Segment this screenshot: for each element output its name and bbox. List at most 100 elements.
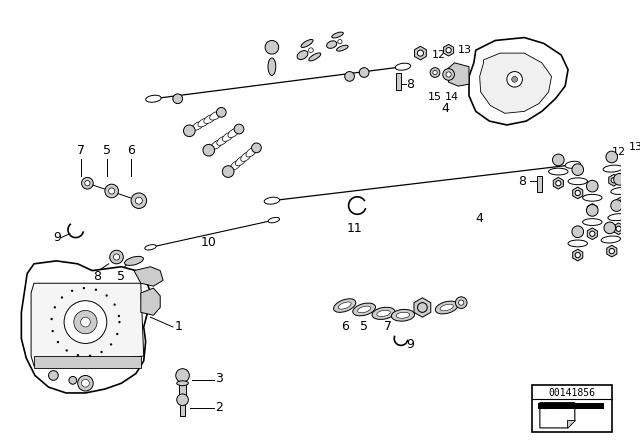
Ellipse shape (333, 299, 356, 312)
Circle shape (71, 290, 73, 292)
Circle shape (417, 50, 424, 56)
Text: 13: 13 (458, 45, 472, 55)
Circle shape (589, 231, 595, 237)
Ellipse shape (125, 256, 143, 265)
Circle shape (118, 315, 120, 317)
Ellipse shape (358, 306, 371, 313)
Text: 6: 6 (340, 320, 349, 333)
Text: 4: 4 (476, 211, 484, 225)
Text: 9: 9 (406, 338, 413, 351)
Ellipse shape (211, 140, 222, 149)
Polygon shape (414, 298, 431, 317)
Circle shape (176, 369, 189, 382)
Circle shape (308, 48, 313, 52)
Circle shape (359, 68, 369, 78)
Text: 15: 15 (428, 92, 442, 102)
Ellipse shape (332, 32, 343, 38)
Circle shape (77, 354, 79, 356)
Text: 4: 4 (442, 102, 450, 115)
Ellipse shape (568, 178, 588, 185)
Text: 12: 12 (612, 147, 626, 157)
Text: 14: 14 (444, 92, 459, 102)
Polygon shape (614, 223, 623, 235)
Circle shape (345, 72, 355, 81)
Bar (34, 356, 141, 368)
Polygon shape (588, 203, 597, 215)
Ellipse shape (326, 41, 337, 48)
Ellipse shape (222, 132, 234, 142)
Ellipse shape (435, 301, 458, 314)
Circle shape (49, 370, 58, 380)
Ellipse shape (308, 53, 321, 61)
Ellipse shape (601, 236, 621, 243)
Circle shape (106, 294, 108, 297)
Circle shape (222, 166, 234, 177)
Ellipse shape (198, 118, 209, 127)
Text: 8: 8 (406, 78, 414, 90)
Ellipse shape (192, 121, 204, 130)
Circle shape (512, 77, 518, 82)
Circle shape (109, 188, 115, 194)
Circle shape (113, 254, 120, 260)
Circle shape (507, 72, 522, 87)
Bar (396, 73, 401, 90)
Circle shape (65, 349, 68, 352)
Ellipse shape (377, 310, 390, 316)
Circle shape (77, 375, 93, 391)
Circle shape (604, 222, 616, 234)
Ellipse shape (440, 304, 453, 311)
Circle shape (184, 125, 195, 137)
Ellipse shape (268, 217, 280, 223)
Text: 13: 13 (629, 142, 640, 152)
Text: 5: 5 (117, 270, 125, 283)
Bar (537, 177, 542, 192)
Polygon shape (616, 197, 627, 208)
Circle shape (95, 289, 97, 291)
Ellipse shape (603, 165, 623, 172)
Polygon shape (469, 38, 568, 125)
Text: 7: 7 (385, 320, 392, 333)
Circle shape (135, 197, 142, 204)
Ellipse shape (608, 214, 627, 221)
Circle shape (456, 297, 467, 309)
Bar (180, 403, 186, 416)
Circle shape (611, 200, 623, 211)
Ellipse shape (264, 197, 280, 204)
Ellipse shape (241, 152, 252, 161)
Ellipse shape (268, 58, 276, 75)
Circle shape (552, 154, 564, 166)
Text: 11: 11 (346, 222, 362, 235)
Polygon shape (31, 283, 144, 366)
Circle shape (64, 301, 107, 344)
Circle shape (338, 39, 342, 44)
Circle shape (572, 226, 584, 237)
Circle shape (417, 303, 428, 312)
Ellipse shape (611, 187, 630, 194)
Circle shape (109, 250, 124, 264)
Ellipse shape (228, 129, 239, 138)
Circle shape (173, 94, 182, 103)
Circle shape (118, 321, 120, 323)
Text: 5: 5 (103, 144, 111, 157)
Ellipse shape (337, 45, 348, 51)
Circle shape (100, 351, 102, 353)
Ellipse shape (210, 112, 221, 120)
Polygon shape (553, 177, 563, 189)
Circle shape (116, 333, 118, 335)
Circle shape (609, 249, 614, 254)
Bar (179, 379, 186, 395)
Circle shape (586, 180, 598, 192)
Circle shape (177, 394, 188, 405)
Circle shape (81, 177, 93, 189)
Circle shape (110, 343, 112, 345)
Ellipse shape (582, 194, 602, 201)
Circle shape (616, 226, 621, 231)
Circle shape (83, 287, 85, 289)
Circle shape (113, 303, 116, 306)
Polygon shape (609, 174, 619, 186)
Circle shape (131, 193, 147, 208)
Text: 10: 10 (201, 236, 217, 249)
Ellipse shape (396, 312, 410, 318)
Circle shape (586, 205, 598, 216)
Ellipse shape (204, 115, 215, 124)
